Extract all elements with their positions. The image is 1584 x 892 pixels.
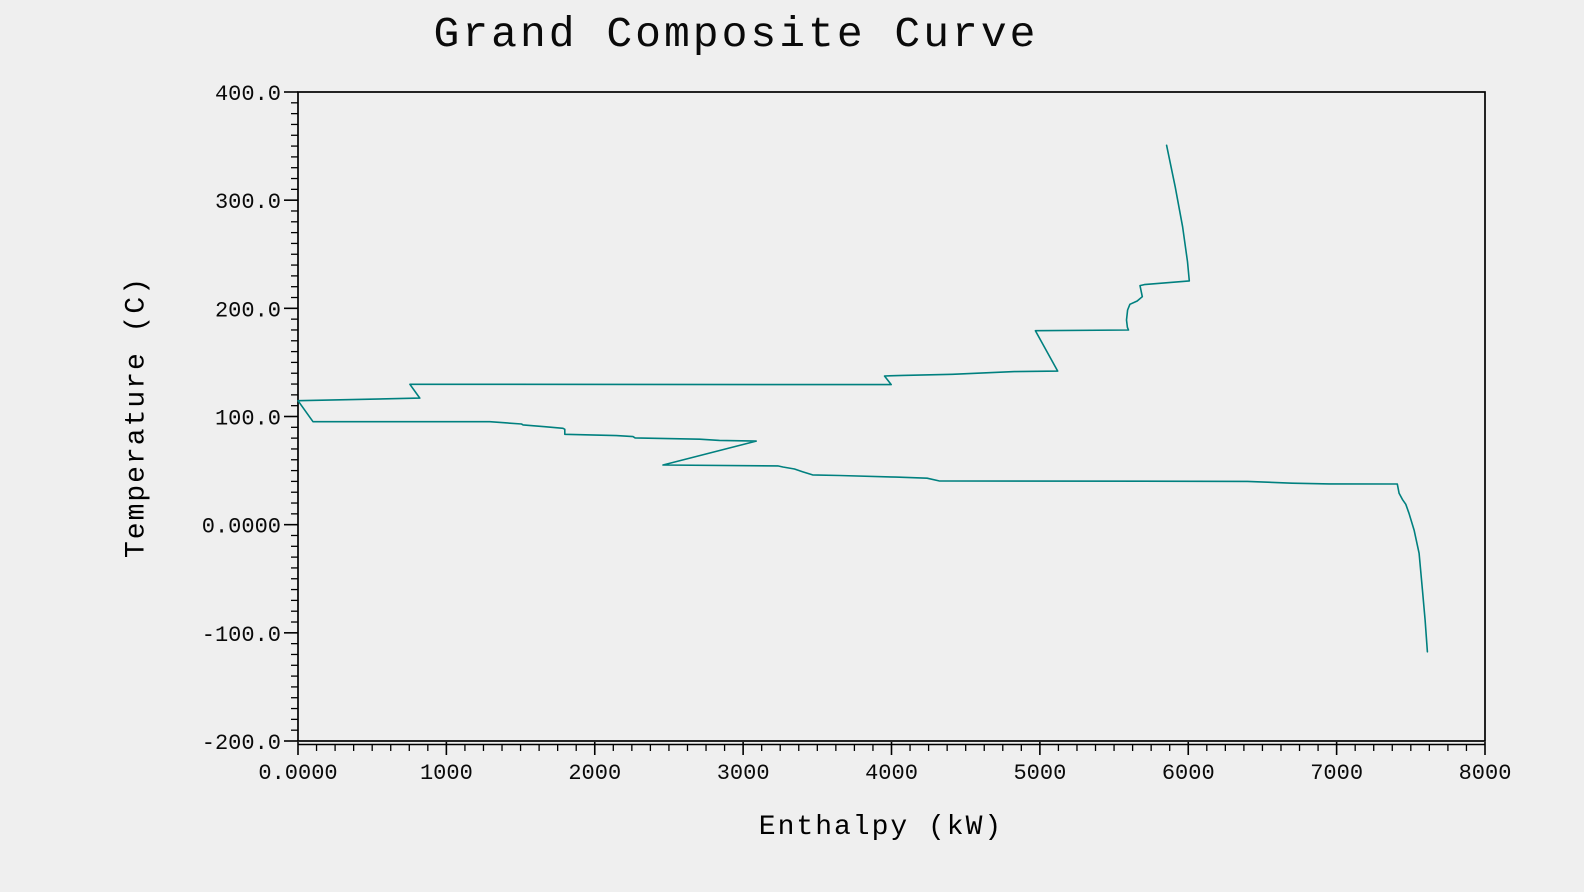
y-tick-label: 200.0: [215, 298, 281, 323]
y-tick-label: 100.0: [215, 407, 281, 432]
x-tick-label: 8000: [1459, 761, 1512, 786]
y-tick-label: -200.0: [202, 731, 281, 756]
grand-composite-curve: [297, 144, 1429, 653]
x-tick-label: 3000: [717, 761, 770, 786]
y-tick-label: 300.0: [215, 190, 281, 215]
y-tick-label: 0.0000: [202, 515, 281, 540]
y-tick-label: 400.0: [215, 82, 281, 107]
x-tick-label: 1000: [420, 761, 473, 786]
y-tick-label: -100.0: [202, 623, 281, 648]
x-tick-label: 0.0000: [258, 761, 337, 786]
x-axis-title: Enthalpy (kW): [758, 812, 1004, 843]
x-tick-label: 7000: [1310, 761, 1363, 786]
plot-frame: [297, 91, 1486, 742]
x-tick-label: 4000: [865, 761, 918, 786]
x-tick-label: 2000: [568, 761, 621, 786]
x-tick-label: 5000: [1013, 761, 1066, 786]
y-axis-title: Temperature (C): [121, 275, 153, 559]
x-tick-label: 6000: [1162, 761, 1215, 786]
chart-title: Grand Composite Curve: [433, 10, 1039, 59]
